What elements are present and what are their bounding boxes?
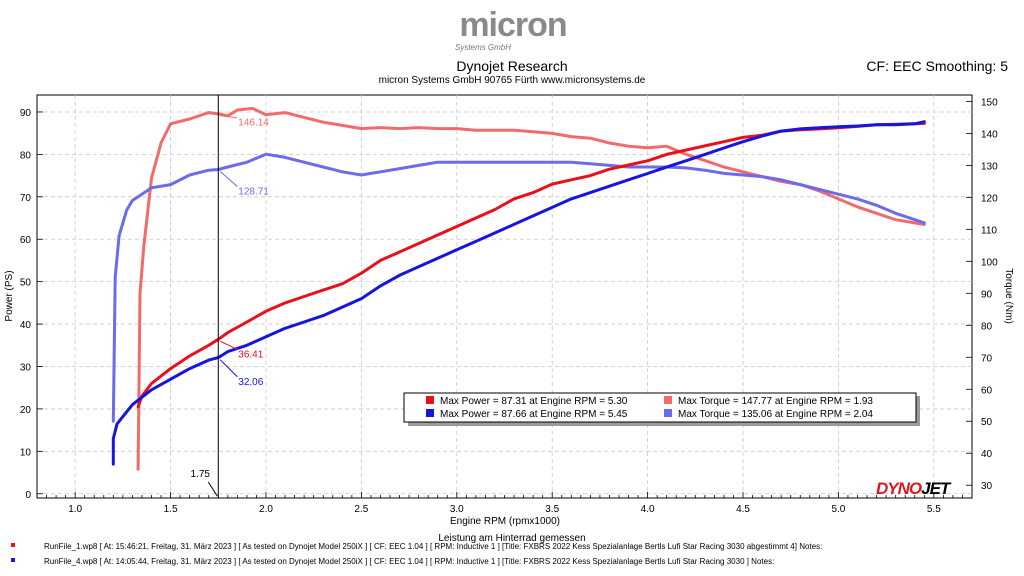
axis-ticks: 1.0 1.5 2.0 2.5 3.0 3.5 4.0 4.5 5.0 5.5 0 10 20 30 40 5… [20, 97, 998, 515]
y-right-tick-label: 40 [981, 449, 993, 460]
y-right-tick-label: 150 [981, 97, 998, 108]
y-left-tick-label: 30 [20, 362, 32, 373]
chart-title: Dynojet Research [456, 58, 568, 74]
dynojet-logo-dyno: DYNO [876, 479, 922, 498]
x-tick-label: 4.0 [641, 504, 655, 515]
y-left-tick-label: 50 [20, 278, 32, 289]
series-line [111, 152, 926, 423]
y-axis-right-label: Torque (Nm) [1003, 268, 1014, 324]
y-right-tick-label: 140 [981, 129, 998, 140]
run1-color-marker [11, 543, 15, 547]
legend: Max Power = 87.31 at Engine RPM = 5.30 M… [403, 392, 920, 426]
chart-subtitle: micron Systems GmbH 90765 Fürth www.micr… [378, 75, 646, 86]
x-tick-label: 5.5 [927, 504, 941, 515]
y-right-tick-label: 30 [981, 481, 993, 492]
run1-info: RunFile_1.wp8 [ At: 15:46:21, Freitag, 3… [44, 542, 823, 551]
series-layer [111, 106, 926, 471]
micron-logo: micron [459, 6, 567, 44]
x-tick-label: 2.0 [259, 504, 273, 515]
cursor-value-label: 146.14 [238, 118, 269, 129]
y-left-tick-label: 40 [20, 320, 32, 331]
x-tick-label: 3.5 [545, 504, 559, 515]
cursor-value-pointer [220, 115, 238, 119]
smoothing-info: CF: EEC Smoothing: 5 [866, 58, 1008, 74]
legend-entry: Max Torque = 147.77 at Engine RPM = 1.93 [678, 396, 873, 407]
micron-logo-subtext: Systems GmbH [455, 43, 512, 52]
x-axis-sublabel: Leistung am Hinterrad gemessen [438, 533, 585, 544]
y-right-tick-label: 110 [981, 225, 997, 236]
y-left-tick-label: 70 [20, 193, 32, 204]
y-right-tick-label: 70 [981, 353, 993, 364]
y-right-tick-label: 120 [981, 193, 998, 204]
dynojet-logo-jet: JET [921, 479, 950, 498]
y-left-tick-label: 80 [20, 150, 32, 161]
cursor-value-label: 32.06 [238, 377, 263, 388]
plot-area [36, 94, 973, 499]
x-tick-label: 2.5 [354, 504, 368, 515]
x-tick-label: 5.0 [831, 504, 845, 515]
x-tick-label: 1.5 [164, 504, 178, 515]
run2-color-marker [11, 558, 15, 562]
y-right-tick-label: 130 [981, 161, 998, 172]
series-line [111, 120, 926, 466]
y-right-tick-label: 90 [981, 289, 993, 300]
dynojet-logo: DYNOJET [876, 479, 950, 499]
cursor-x-label: 1.75 [191, 469, 211, 480]
cursor-value-label: 36.41 [238, 349, 263, 360]
legend-entry: Max Power = 87.66 at Engine RPM = 5.45 [440, 409, 628, 420]
x-axis-label: Engine RPM (rpmx1000) [450, 516, 560, 527]
y-left-tick-label: 60 [20, 235, 32, 246]
cursor-value-pointer [219, 359, 238, 378]
legend-swatch [426, 396, 434, 404]
y-left-tick-label: 20 [20, 405, 32, 416]
legend-swatch [664, 409, 672, 417]
y-left-tick-label: 0 [25, 490, 31, 501]
cursor-value-pointer [219, 171, 238, 187]
y-right-tick-label: 80 [981, 321, 993, 332]
legend-entry: Max Power = 87.31 at Engine RPM = 5.30 [440, 396, 628, 407]
y-right-tick-label: 60 [981, 385, 993, 396]
cursor-layer: 1.75 146.14 128.71 36.41 32.06 [191, 95, 269, 498]
cursor-pointer [207, 481, 218, 497]
y-right-tick-label: 100 [981, 257, 998, 268]
y-left-tick-label: 10 [20, 447, 32, 458]
x-tick-label: 3.0 [450, 504, 464, 515]
legend-swatch [426, 409, 434, 417]
y-right-tick-label: 50 [981, 417, 993, 428]
y-axis-left-label: Power (PS) [4, 270, 15, 321]
legend-entry: Max Torque = 135.06 at Engine RPM = 2.04 [678, 409, 873, 420]
x-tick-label: 1.0 [68, 504, 82, 515]
cursor-value-pointer [220, 340, 238, 350]
legend-box [403, 392, 917, 423]
run2-info: RunFile_4.wp8 [ At: 14:05:44, Freitag, 3… [44, 557, 775, 566]
legend-swatch [664, 396, 672, 404]
x-tick-label: 4.5 [736, 504, 750, 515]
cursor-value-label: 128.71 [238, 186, 269, 197]
y-left-tick-label: 90 [20, 108, 32, 119]
